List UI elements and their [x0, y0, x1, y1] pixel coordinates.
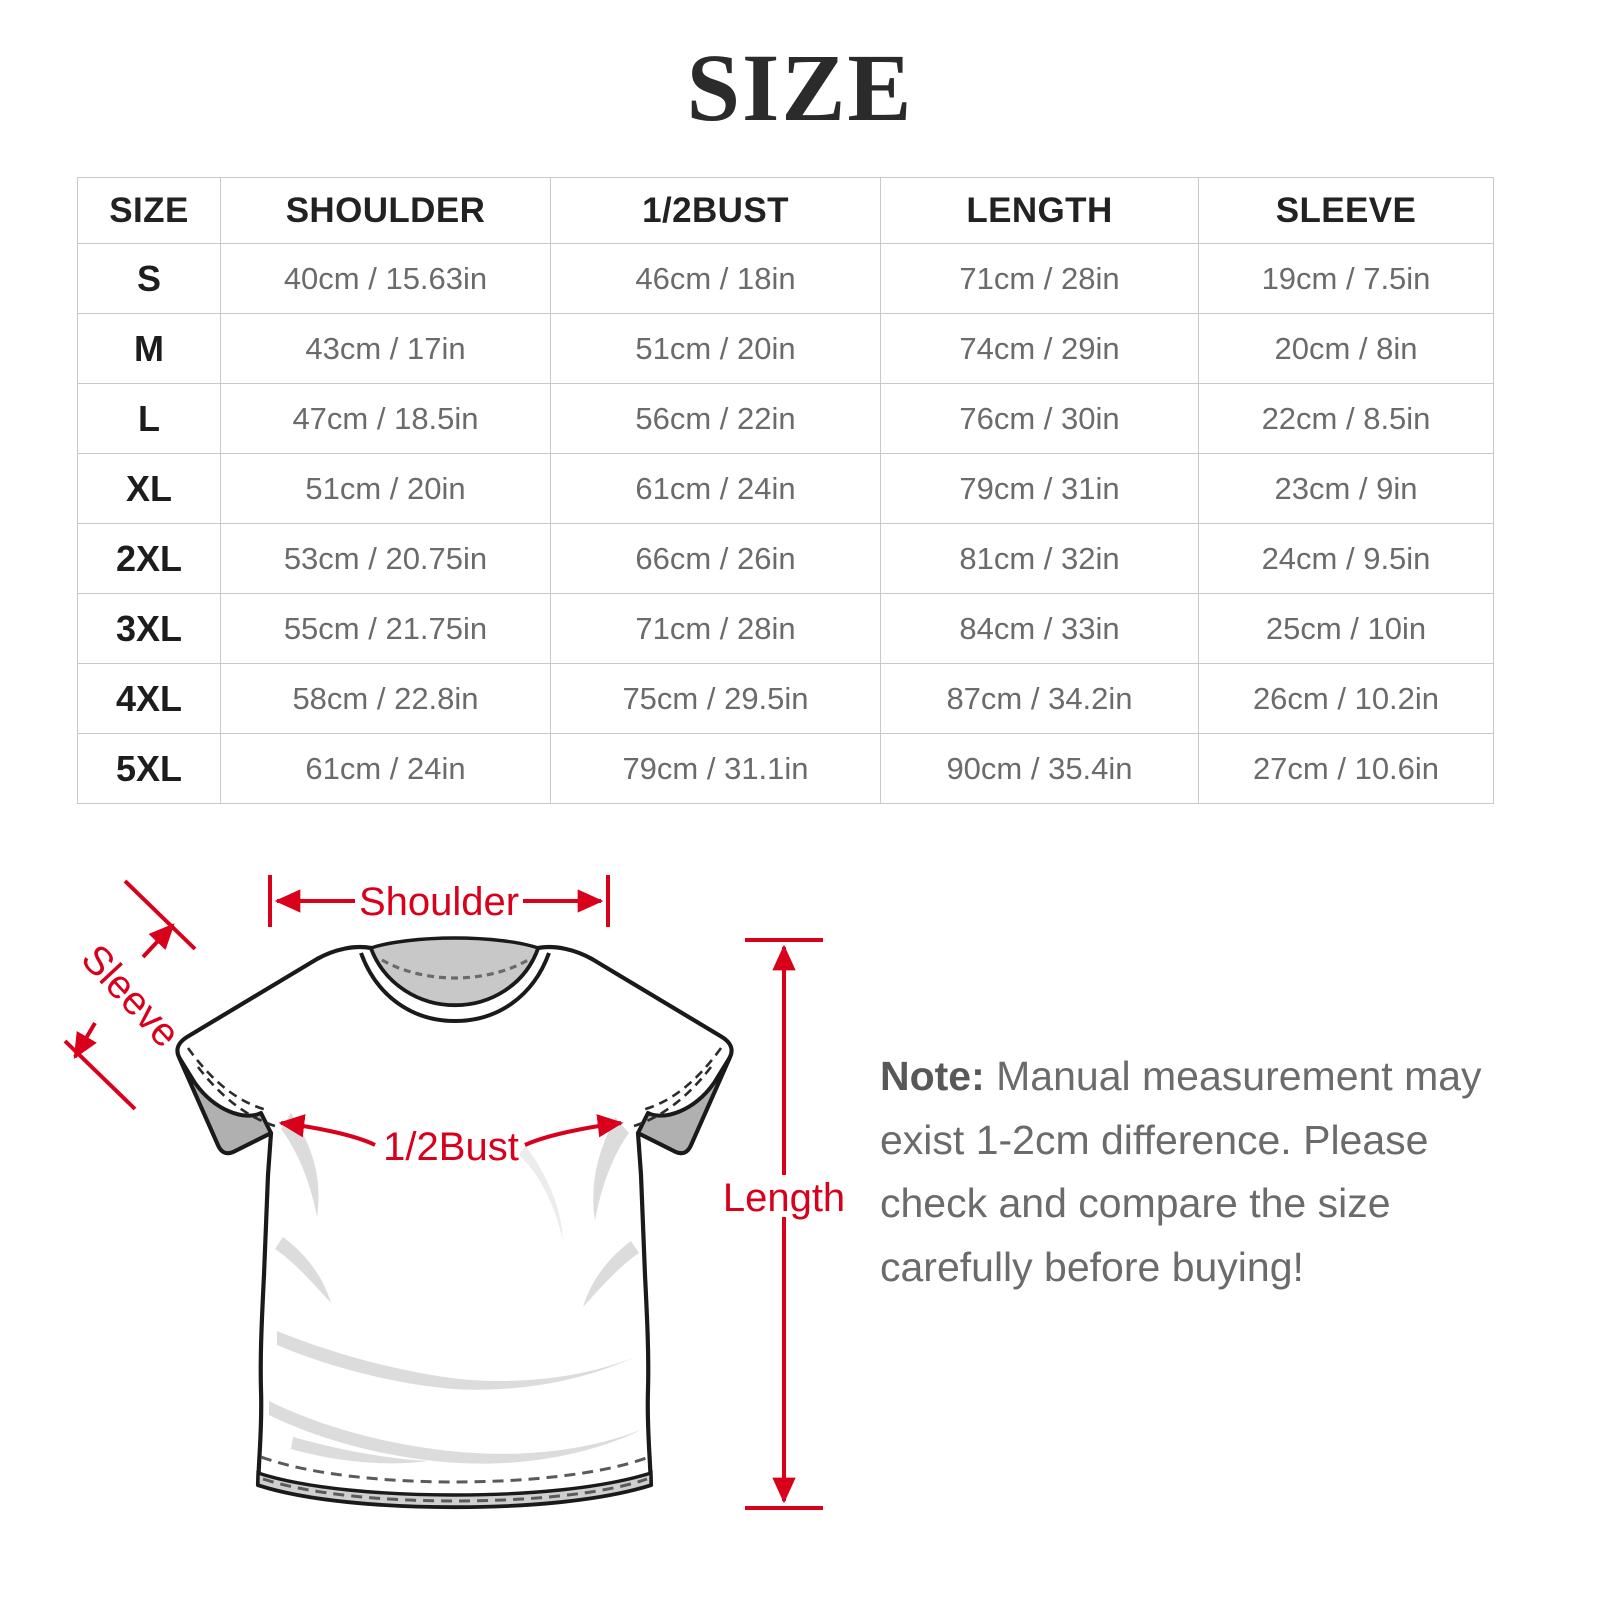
sleeve-tick-lower: [63, 1039, 137, 1111]
note-block: Note: Manual measurement may exist 1-2cm…: [880, 1045, 1510, 1299]
cell-size: 2XL: [77, 523, 221, 594]
note-text: Manual measurement may exist 1-2cm diffe…: [880, 1053, 1482, 1290]
table-row: L 47cm / 18.5in 56cm / 22in 76cm / 30in …: [77, 383, 1494, 454]
cell-bust: 61cm / 24in: [550, 453, 881, 524]
fabric-folds: [269, 1113, 643, 1464]
note-label: Note:: [880, 1053, 985, 1099]
length-label: Length: [723, 1176, 845, 1220]
cell-bust: 71cm / 28in: [550, 593, 881, 664]
sleeve-arrow-down: [73, 1021, 97, 1060]
cell-length: 79cm / 31in: [880, 453, 1199, 524]
cell-sleeve: 19cm / 7.5in: [1198, 243, 1494, 314]
cell-sleeve: 26cm / 10.2in: [1198, 663, 1494, 734]
table-row: S 40cm / 15.63in 46cm / 18in 71cm / 28in…: [77, 243, 1494, 314]
right-cuff-stitch-1: [641, 1047, 723, 1112]
left-cuff: [177, 1055, 273, 1156]
shoulder-label: Shoulder: [359, 880, 519, 924]
cell-shoulder: 55cm / 21.75in: [220, 593, 551, 664]
cell-shoulder: 61cm / 24in: [220, 733, 551, 804]
table-row: 4XL 58cm / 22.8in 75cm / 29.5in 87cm / 3…: [77, 663, 1494, 734]
right-cuff-stitch-2: [633, 1066, 713, 1128]
collar-stitch: [381, 958, 529, 980]
collar-band: [359, 952, 551, 1024]
tshirt-illustration: Shoulder Sleeve 1/2Bust Length: [63, 875, 845, 1510]
table-row: 3XL 55cm / 21.75in 71cm / 28in 84cm / 33…: [77, 593, 1494, 664]
table-row: XL 51cm / 20in 61cm / 24in 79cm / 31in 2…: [77, 453, 1494, 524]
cell-length: 87cm / 34.2in: [880, 663, 1199, 734]
page-title: SIZE: [686, 34, 914, 141]
cell-bust: 51cm / 20in: [550, 313, 881, 384]
cell-size: 3XL: [77, 593, 221, 664]
hem-stitch-2: [262, 1477, 648, 1503]
cell-size: 4XL: [77, 663, 221, 734]
right-cuff: [636, 1055, 732, 1156]
hem-stitch-1: [260, 1455, 650, 1484]
cell-shoulder: 40cm / 15.63in: [220, 243, 551, 314]
cell-bust: 46cm / 18in: [550, 243, 881, 314]
cell-shoulder: 58cm / 22.8in: [220, 663, 551, 734]
cell-size: 5XL: [77, 733, 221, 804]
table-row: 2XL 53cm / 20.75in 66cm / 26in 81cm / 32…: [77, 523, 1494, 594]
cell-length: 90cm / 35.4in: [880, 733, 1199, 804]
cell-sleeve: 25cm / 10in: [1198, 593, 1494, 664]
bust-arrow-right: [524, 1114, 624, 1147]
cell-sleeve: 27cm / 10.6in: [1198, 733, 1494, 804]
sleeve-tick-upper: [123, 879, 197, 951]
cell-bust: 56cm / 22in: [550, 383, 881, 454]
sleeve-label: Sleeve: [73, 936, 189, 1055]
cell-length: 84cm / 33in: [880, 593, 1199, 664]
cell-bust: 66cm / 26in: [550, 523, 881, 594]
cell-shoulder: 43cm / 17in: [220, 313, 551, 384]
cell-bust: 79cm / 31.1in: [550, 733, 881, 804]
sleeve-arrow-up: [141, 923, 175, 959]
cell-sleeve: 20cm / 8in: [1198, 313, 1494, 384]
cell-sleeve: 22cm / 8.5in: [1198, 383, 1494, 454]
table-row: M 43cm / 17in 51cm / 20in 74cm / 29in 20…: [77, 313, 1494, 384]
column-header-size: SIZE: [77, 177, 221, 244]
cell-sleeve: 24cm / 9.5in: [1198, 523, 1494, 594]
tshirt-graphic: [175, 936, 734, 1510]
left-cuff-stitch-1: [186, 1047, 268, 1112]
column-header-sleeve: SLEEVE: [1198, 177, 1494, 244]
cell-sleeve: 23cm / 9in: [1198, 453, 1494, 524]
cell-shoulder: 47cm / 18.5in: [220, 383, 551, 454]
cell-size: XL: [77, 453, 221, 524]
column-header-length: LENGTH: [880, 177, 1199, 244]
cell-shoulder: 51cm / 20in: [220, 453, 551, 524]
bust-label: 1/2Bust: [383, 1125, 519, 1169]
cell-bust: 75cm / 29.5in: [550, 663, 881, 734]
cell-length: 81cm / 32in: [880, 523, 1199, 594]
bust-arrow-left: [278, 1114, 376, 1147]
cell-size: S: [77, 243, 221, 314]
cell-length: 71cm / 28in: [880, 243, 1199, 314]
cell-length: 76cm / 30in: [880, 383, 1199, 454]
cell-size: L: [77, 383, 221, 454]
left-cuff-stitch-2: [196, 1066, 276, 1128]
cell-length: 74cm / 29in: [880, 313, 1199, 384]
collar-inner: [368, 936, 541, 1007]
column-header-bust: 1/2BUST: [550, 177, 881, 244]
column-header-shoulder: SHOULDER: [220, 177, 551, 244]
size-table: SIZE SHOULDER 1/2BUST LENGTH SLEEVE S 40…: [77, 177, 1494, 804]
cell-size: M: [77, 313, 221, 384]
cell-shoulder: 53cm / 20.75in: [220, 523, 551, 594]
hem-band: [256, 1470, 653, 1509]
table-header-row: SIZE SHOULDER 1/2BUST LENGTH SLEEVE: [77, 177, 1494, 244]
table-row: 5XL 61cm / 24in 79cm / 31.1in 90cm / 35.…: [77, 733, 1494, 804]
measurement-diagram: Shoulder Sleeve 1/2Bust Length: [0, 845, 1600, 1600]
shirt-outline: [175, 944, 734, 1510]
